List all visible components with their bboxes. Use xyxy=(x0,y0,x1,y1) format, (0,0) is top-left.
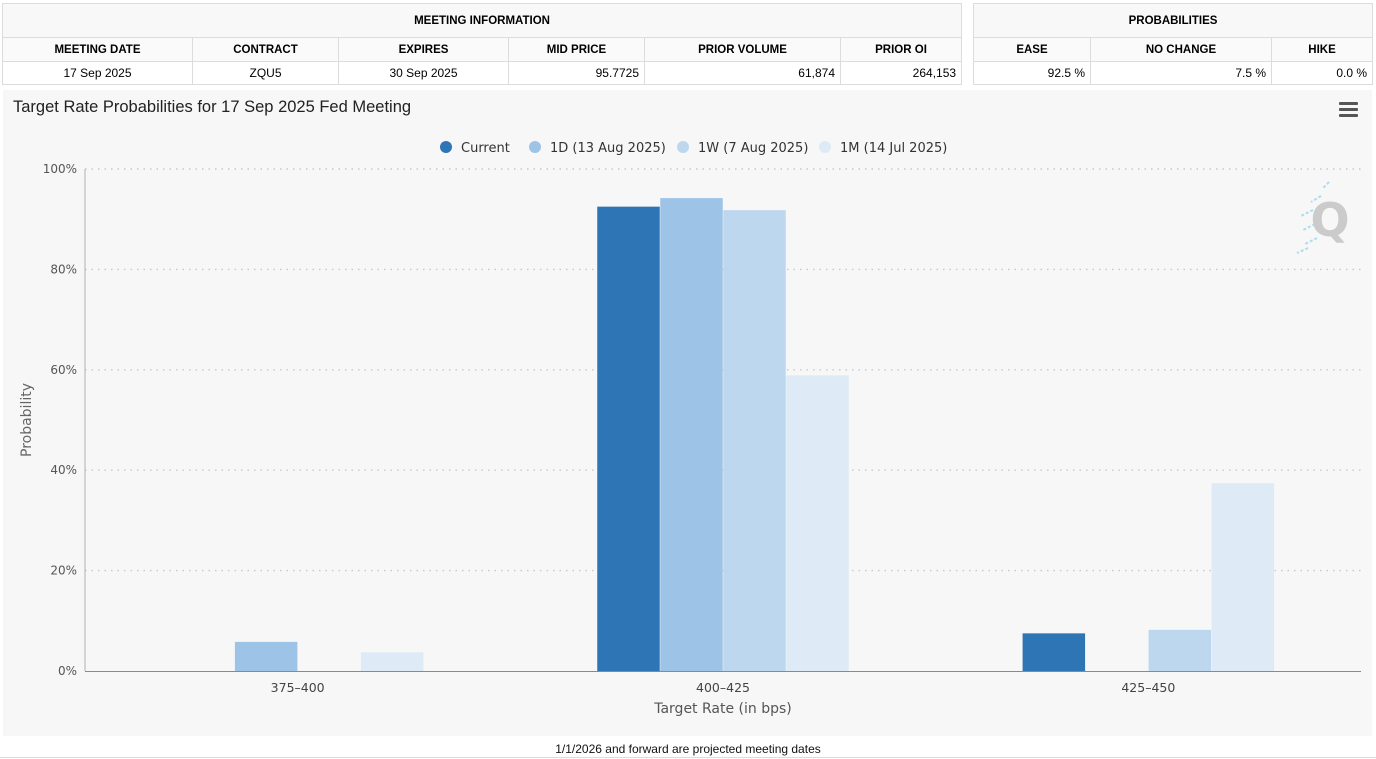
col-ease: EASE xyxy=(973,37,1091,62)
col-expires: EXPIRES xyxy=(338,37,509,62)
bar xyxy=(660,198,723,671)
legend-marker xyxy=(440,141,452,153)
x-tick-label: 425–450 xyxy=(1121,680,1175,695)
col-meeting-date: MEETING DATE xyxy=(2,37,193,62)
y-tick-label: 100% xyxy=(43,162,77,176)
bar xyxy=(1211,483,1275,671)
col-prior-volume: PRIOR VOLUME xyxy=(644,37,841,62)
x-tick-label: 375–400 xyxy=(271,680,325,695)
meeting-information-header: MEETING INFORMATION xyxy=(1,3,963,38)
no-change-value: 7.5 % xyxy=(1090,61,1272,85)
y-tick-label: 20% xyxy=(50,564,77,578)
col-mid-price: MID PRICE xyxy=(508,37,645,62)
y-tick-label: 80% xyxy=(50,262,77,276)
svg-text:Q: Q xyxy=(1310,193,1349,247)
legend-marker xyxy=(819,141,831,153)
y-axis-title: Probability xyxy=(19,383,35,457)
bar xyxy=(723,210,786,671)
mid-price-value: 95.7725 xyxy=(508,61,645,85)
bar xyxy=(597,206,660,671)
footnote: 1/1/2026 and forward are projected meeti… xyxy=(555,742,821,756)
probabilities-header: PROBABILITIES xyxy=(972,3,1374,38)
col-hike: HIKE xyxy=(1270,37,1374,62)
y-tick-label: 60% xyxy=(50,363,77,377)
bar xyxy=(1022,633,1086,671)
bar xyxy=(360,652,424,671)
meeting-information-table: MEETING INFORMATION MEETING DATE CONTRAC… xyxy=(1,3,963,85)
probabilities-table: PROBABILITIES EASE NO CHANGE HIKE 92.5 %… xyxy=(972,3,1374,85)
probability-chart: 0% 20% 40% 60% 80% 100% 375–400 400–425 425–450 T… xyxy=(19,141,1361,717)
hike-value: 0.0 % xyxy=(1270,61,1374,85)
chart-menu-icon[interactable] xyxy=(1339,102,1358,117)
legend-marker xyxy=(677,141,689,153)
contract-value: ZQU5 xyxy=(192,61,339,85)
x-tick-label: 400–425 xyxy=(696,680,750,695)
legend-item[interactable]: 1W (7 Aug 2025) xyxy=(698,141,808,156)
bar xyxy=(1148,629,1212,671)
legend-marker xyxy=(529,141,541,153)
meeting-date-value: 17 Sep 2025 xyxy=(2,61,193,85)
expires-value: 30 Sep 2025 xyxy=(338,61,509,85)
col-no-change: NO CHANGE xyxy=(1090,37,1272,62)
x-axis-title: Target Rate (in bps) xyxy=(653,701,792,717)
logo-watermark-icon: Q xyxy=(1296,181,1350,254)
bar xyxy=(234,641,298,671)
col-prior-oi: PRIOR OI xyxy=(839,37,963,62)
chart-panel: 0% 20% 40% 60% 80% 100% 375–400 400–425 425–450 T… xyxy=(3,90,1372,736)
y-tick-label: 0% xyxy=(58,664,77,678)
prior-volume-value: 61,874 xyxy=(644,61,841,85)
divider xyxy=(0,757,1376,758)
legend-item[interactable]: 1D (13 Aug 2025) xyxy=(550,141,666,156)
ease-value: 92.5 % xyxy=(973,61,1091,85)
prior-oi-value: 264,153 xyxy=(839,61,963,85)
col-contract: CONTRACT xyxy=(192,37,339,62)
bar xyxy=(786,375,849,671)
y-tick-label: 40% xyxy=(50,463,77,477)
legend-item[interactable]: 1M (14 Jul 2025) xyxy=(840,141,947,156)
chart-title: Target Rate Probabilities for 17 Sep 202… xyxy=(13,98,412,116)
table-row: 92.5 % 7.5 % 0.0 % xyxy=(973,61,1374,85)
table-row: 17 Sep 2025 ZQU5 30 Sep 2025 95.7725 61,… xyxy=(2,61,963,85)
legend-item[interactable]: Current xyxy=(461,141,510,156)
